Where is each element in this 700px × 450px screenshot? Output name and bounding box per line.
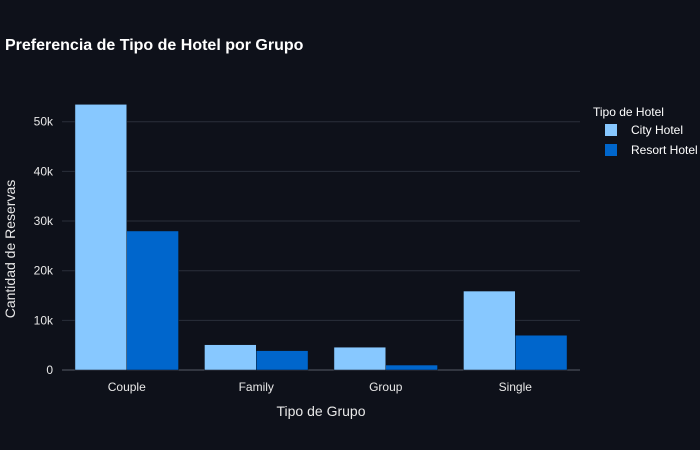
- legend-title: Tipo de Hotel: [593, 105, 664, 119]
- y-tick-label: 20k: [34, 264, 54, 278]
- y-axis-ticks: 0 10k 20k 30k 40k 50k: [34, 115, 54, 377]
- bar-resort-hotel-group[interactable]: [385, 364, 438, 371]
- bar-city-hotel-single[interactable]: [463, 290, 516, 371]
- bars: [74, 104, 568, 371]
- legend-label[interactable]: City Hotel: [631, 123, 683, 137]
- bar-resort-hotel-family[interactable]: [256, 350, 309, 371]
- x-tick-label: Family: [239, 380, 274, 394]
- legend[interactable]: Tipo de Hotel City Hotel Resort Hotel: [593, 105, 698, 157]
- x-tick-label: Couple: [108, 380, 146, 394]
- y-tick-label: 50k: [34, 115, 54, 129]
- y-tick-label: 40k: [34, 164, 54, 178]
- x-axis-title: Tipo de Grupo: [277, 403, 366, 419]
- bar-city-hotel-group[interactable]: [333, 346, 387, 371]
- y-tick-label: 0: [46, 363, 53, 377]
- legend-swatch[interactable]: [605, 144, 617, 156]
- y-tick-label: 30k: [34, 214, 54, 228]
- x-tick-label: Single: [499, 380, 533, 394]
- bar-resort-hotel-couple[interactable]: [126, 230, 179, 371]
- y-tick-label: 10k: [34, 313, 54, 327]
- bar-city-hotel-couple[interactable]: [74, 104, 127, 371]
- y-axis-title: Cantidad de Reservas: [2, 180, 18, 319]
- bar-resort-hotel-single[interactable]: [515, 334, 568, 371]
- x-tick-label: Group: [369, 380, 403, 394]
- chart-title: Preferencia de Tipo de Hotel por Grupo: [5, 37, 304, 54]
- x-axis-ticks: Couple Family Group Single: [108, 380, 533, 394]
- legend-label[interactable]: Resort Hotel: [631, 143, 698, 157]
- legend-swatch[interactable]: [605, 124, 617, 136]
- bar-city-hotel-family[interactable]: [204, 344, 257, 371]
